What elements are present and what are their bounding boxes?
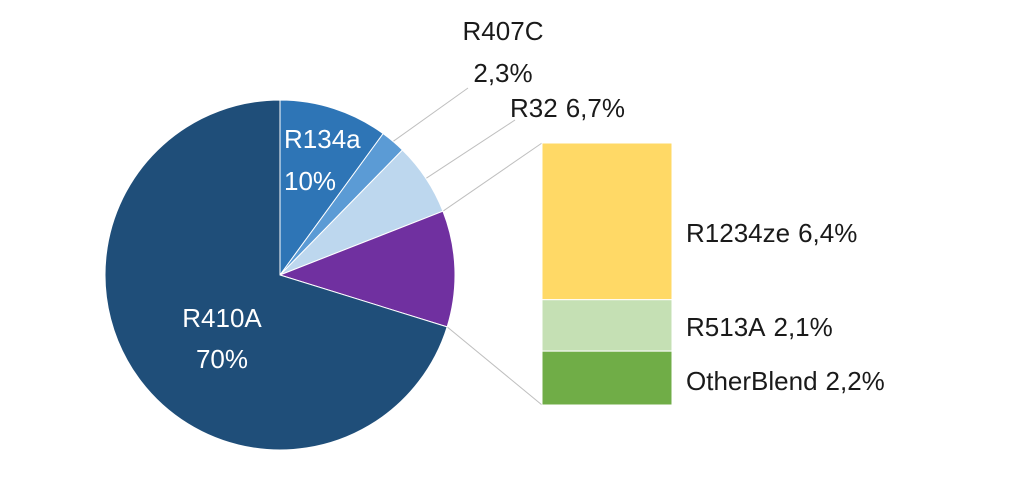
pie-slice-r410a: [104, 99, 448, 451]
label-r32-value: 6,7%: [566, 93, 625, 123]
label-r410a-name: R410A: [182, 303, 262, 333]
label-r1234ze: R1234ze 6,4%: [686, 218, 857, 248]
label-otherblend: OtherBlend 2,2%: [686, 366, 885, 396]
label-r407c-value: 2,3%: [473, 58, 532, 88]
pie: [104, 99, 456, 451]
bar-segment-r513a: [541, 299, 673, 352]
bar-segment-otherblend: [541, 350, 673, 406]
leader-r32: [425, 119, 516, 179]
connector-top: [442, 142, 543, 212]
label-r32-name: R32: [510, 93, 558, 123]
label-r1234ze-name: R1234ze: [686, 218, 790, 248]
label-r134a-value: 10%: [284, 166, 336, 196]
label-r410a-value: 70%: [196, 344, 248, 374]
pie-slice-bar-group: [278, 210, 456, 328]
label-otherblend-name: OtherBlend: [686, 366, 818, 396]
label-r407c-name: R407C: [463, 16, 544, 46]
leader-r407c: [392, 87, 469, 142]
leader-lines: [392, 87, 543, 406]
label-r32: R32 6,7%: [510, 93, 625, 123]
bar-segment-r1234ze: [541, 142, 673, 301]
label-otherblend-value: 2,2%: [826, 366, 885, 396]
label-r513a-name: R513A: [686, 312, 766, 342]
pie-slice-r134a: [279, 99, 384, 277]
stacked-bar: [541, 142, 673, 406]
label-r513a: R513A 2,1%: [686, 312, 833, 342]
label-r134a-name: R134a: [284, 124, 361, 154]
data-labels: R410A 70% R134a 10% R407C 2,3% R32 6,7% R…: [182, 16, 885, 396]
connector-bottom: [446, 326, 543, 406]
label-r513a-value: 2,1%: [774, 312, 833, 342]
label-r1234ze-value: 6,4%: [798, 218, 857, 248]
